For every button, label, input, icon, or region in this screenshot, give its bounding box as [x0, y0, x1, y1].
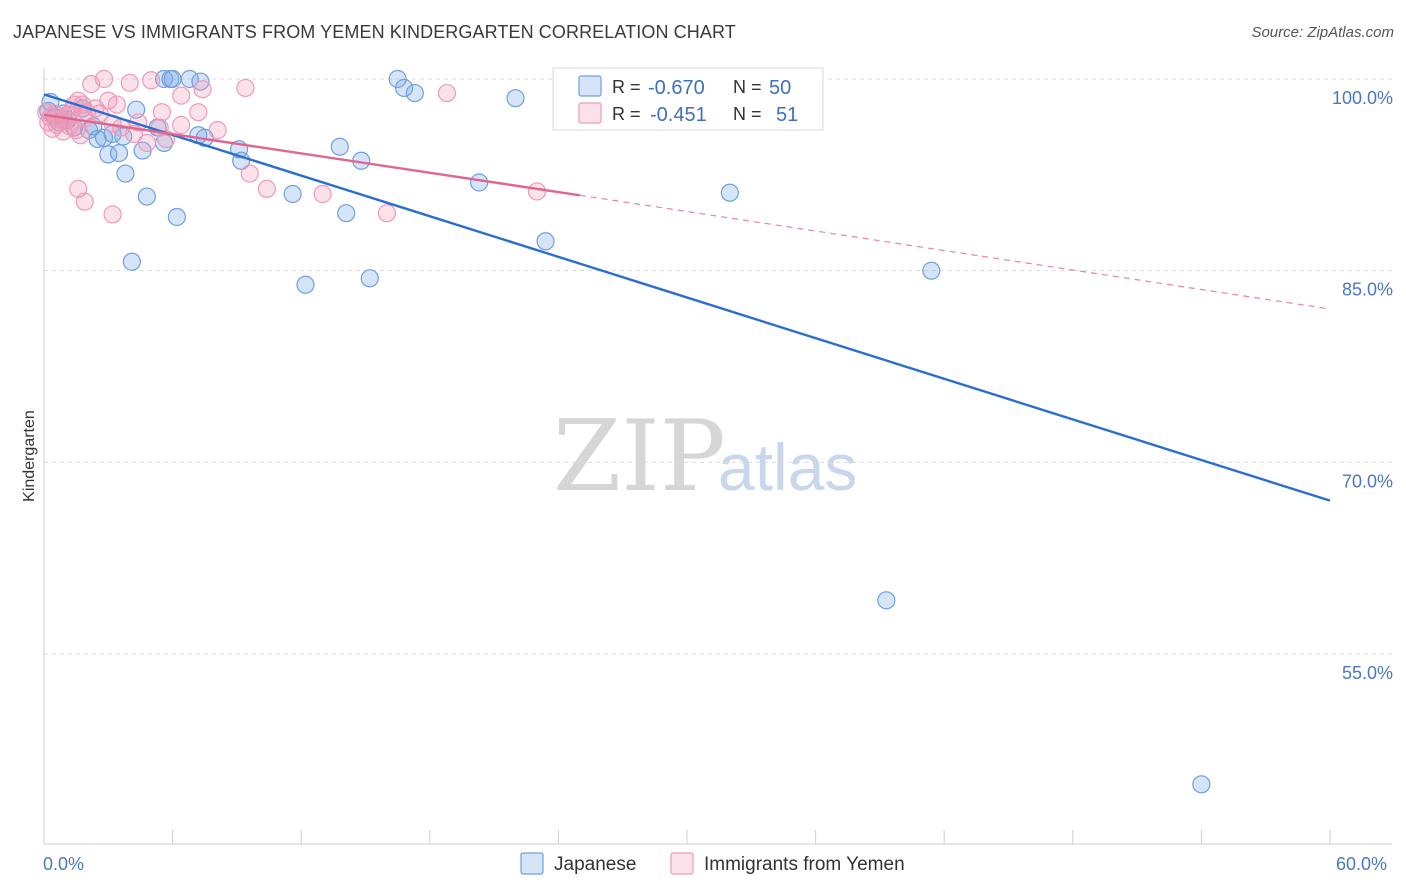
legend-n-label-yemen: N =	[733, 104, 762, 124]
trendline-japanese	[43, 93, 1331, 502]
point-japanese-25	[167, 207, 186, 227]
point-yemen-23	[94, 69, 114, 89]
stats-legend: R = -0.670 N = 50 R = -0.451 N = 51	[552, 67, 824, 131]
point-japanese-26	[180, 69, 199, 89]
point-japanese-35	[337, 204, 356, 223]
y-tick-label-55: 55.0%	[1342, 663, 1393, 683]
legend-n-value-japanese: 50	[769, 77, 791, 99]
watermark-zip: ZIP	[553, 400, 726, 514]
point-japanese-42	[506, 89, 525, 108]
point-japanese-34	[330, 137, 349, 156]
y-tick-label-70: 70.0%	[1342, 471, 1393, 491]
legend-swatch-japanese	[578, 75, 602, 97]
point-japanese-32	[283, 184, 302, 204]
point-yemen-26	[107, 95, 126, 114]
source-label: Source: ZipAtlas.com	[1251, 24, 1394, 41]
point-japanese-33	[296, 275, 315, 294]
watermark-atlas: atlas	[718, 430, 857, 504]
bottom-legend-swatch-japanese	[520, 852, 544, 875]
trendline-yemen	[43, 113, 581, 197]
legend-n-value-yemen: 51	[776, 104, 798, 126]
point-yemen-39	[208, 121, 227, 140]
point-japanese-46	[877, 591, 896, 610]
point-japanese-48	[1192, 775, 1211, 794]
point-japanese-47	[922, 261, 941, 280]
point-yemen-49	[103, 205, 122, 224]
x-tick-label-max: 60.0%	[1336, 854, 1387, 874]
point-yemen-36	[172, 115, 191, 135]
point-japanese-40	[405, 83, 424, 103]
legend-n-label-japanese: N =	[733, 77, 762, 97]
point-japanese-16	[116, 164, 135, 183]
legend-r-value-japanese: -0.670	[648, 77, 705, 99]
point-yemen-35	[172, 86, 191, 105]
point-japanese-19	[137, 187, 156, 206]
legend-r-value-yemen: -0.451	[650, 104, 707, 126]
legend-r-label-yemen: R =	[612, 104, 641, 124]
point-yemen-45	[437, 83, 457, 103]
legend-r-label-japanese: R =	[612, 77, 641, 97]
x-tick-label-min: 0.0%	[43, 854, 84, 874]
axes-layer	[43, 68, 1392, 845]
point-yemen-44	[377, 204, 397, 223]
point-yemen-37	[189, 103, 208, 122]
point-yemen-28	[120, 73, 139, 92]
point-yemen-31	[137, 133, 156, 152]
point-yemen-16	[71, 126, 90, 145]
point-yemen-41	[240, 164, 259, 183]
stats-legend-box	[552, 67, 824, 131]
chart-title: JAPANESE VS IMMIGRANTS FROM YEMEN KINDER…	[13, 22, 736, 42]
bottom-legend-swatch-yemen	[670, 852, 694, 875]
point-yemen-38	[193, 80, 212, 99]
point-japanese-39	[394, 78, 414, 98]
point-yemen-46	[527, 182, 547, 201]
point-japanese-37	[360, 269, 379, 288]
point-yemen-48	[75, 192, 94, 211]
series-legend: Japanese Immigrants from Yemen	[520, 852, 905, 875]
grid-layer: 100.0% 85.0% 70.0% 55.0%	[44, 78, 1393, 683]
point-yemen-33	[152, 103, 171, 122]
y-tick-label-85: 85.0%	[1342, 280, 1393, 300]
y-tick-label-100: 100.0%	[1332, 88, 1393, 108]
point-japanese-41	[469, 173, 489, 192]
point-yemen-24	[99, 91, 118, 110]
point-japanese-44	[720, 183, 739, 202]
bottom-legend-japanese: Japanese	[554, 854, 636, 875]
point-japanese-24	[163, 69, 182, 89]
legend-swatch-yemen	[578, 102, 602, 124]
point-yemen-32	[142, 71, 161, 90]
point-yemen-42	[257, 179, 277, 198]
point-yemen-43	[313, 184, 332, 204]
point-yemen-40	[236, 78, 255, 98]
bottom-legend-yemen: Immigrants from Yemen	[704, 854, 905, 875]
point-japanese-11	[94, 128, 114, 147]
trend-layer	[43, 93, 1331, 502]
point-japanese-14	[109, 144, 129, 163]
y-axis-label: Kindergarten	[21, 410, 38, 502]
point-japanese-43	[536, 232, 555, 251]
point-japanese-49	[122, 252, 141, 271]
point-japanese-38	[388, 69, 407, 89]
trendline-extension-yemen	[579, 194, 1331, 310]
